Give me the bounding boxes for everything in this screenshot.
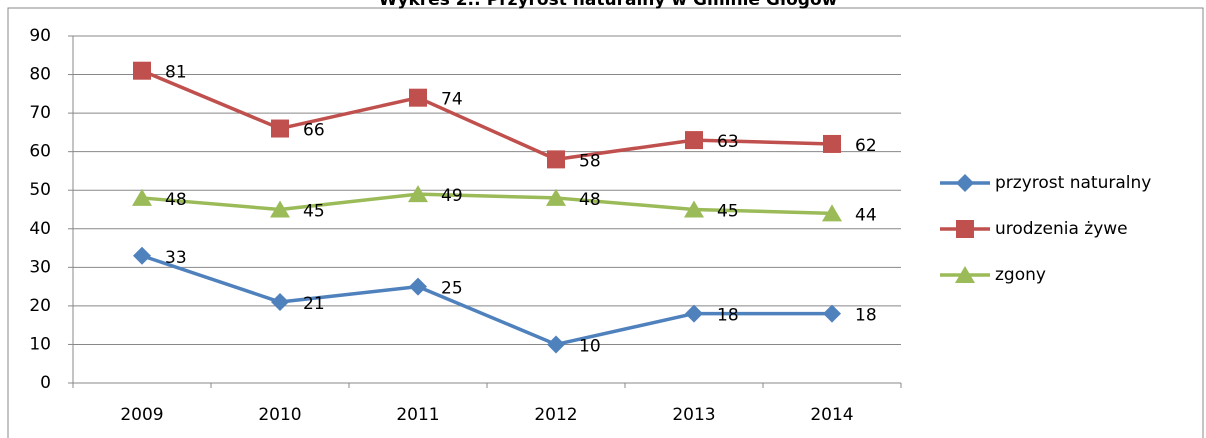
y-tick-label: 30 [29, 257, 51, 277]
series-line [141, 192, 833, 216]
data-point [685, 131, 703, 150]
legend-label: urodzenia żywe [995, 219, 1128, 239]
data-point [685, 304, 703, 323]
series-line [141, 254, 832, 347]
x-tick-label: 2013 [672, 405, 715, 425]
data-point [823, 134, 841, 153]
legend-label: przyrost naturalny [995, 173, 1151, 193]
y-tick-label: 50 [29, 180, 51, 200]
legend-label: zgony [995, 265, 1046, 285]
data-label: 18 [717, 306, 739, 326]
data-point [547, 335, 565, 354]
data-label: 10 [579, 336, 601, 356]
legend-marker [956, 174, 974, 192]
data-point [133, 61, 151, 80]
data-point [546, 188, 566, 206]
legend-marker [956, 220, 974, 238]
series-line [141, 69, 833, 162]
data-label: 25 [441, 279, 463, 299]
data-label: 33 [165, 248, 187, 268]
x-tick-label: 2014 [810, 405, 853, 425]
data-label: 66 [303, 121, 325, 141]
data-point [132, 188, 152, 206]
data-point [133, 246, 151, 265]
data-label: 21 [303, 294, 325, 314]
data-point [408, 185, 428, 203]
chart-title: Wykres 2.: Przyrost naturalny w Gminie G… [379, 0, 838, 10]
data-label: 62 [855, 136, 877, 156]
y-tick-label: 70 [29, 103, 51, 123]
data-point [823, 304, 841, 323]
data-label: 44 [855, 205, 877, 225]
x-tick-label: 2009 [120, 405, 163, 425]
data-point [409, 277, 427, 296]
data-point [270, 200, 290, 218]
data-label: 63 [717, 132, 739, 152]
data-label: 18 [855, 306, 877, 326]
y-tick-label: 10 [29, 334, 51, 354]
data-point [409, 88, 427, 107]
y-tick-label: 40 [29, 219, 51, 239]
data-label: 45 [717, 202, 739, 222]
data-point [271, 293, 289, 312]
data-point [547, 150, 565, 169]
data-point [822, 204, 842, 222]
data-label: 48 [579, 190, 601, 210]
y-tick-label: 20 [29, 296, 51, 316]
data-label: 45 [303, 202, 325, 222]
y-tick-label: 60 [29, 142, 51, 162]
data-label: 81 [165, 63, 187, 83]
data-label: 48 [165, 190, 187, 210]
legend-marker [955, 266, 975, 283]
data-point [684, 200, 704, 218]
data-point [271, 119, 289, 138]
x-tick-label: 2012 [534, 405, 577, 425]
x-tick-label: 2010 [258, 405, 301, 425]
chart-frame [7, 7, 1204, 438]
y-tick-label: 0 [40, 373, 51, 393]
y-tick-label: 80 [29, 65, 51, 85]
x-tick-label: 2011 [396, 405, 439, 425]
data-label: 49 [441, 186, 463, 206]
data-label: 58 [579, 151, 601, 171]
y-tick-label: 90 [29, 26, 51, 46]
data-label: 74 [441, 90, 463, 110]
